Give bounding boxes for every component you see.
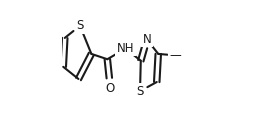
Text: S: S [136,85,144,98]
Text: N: N [142,33,151,46]
Text: NH: NH [117,42,134,55]
Text: —: — [170,49,182,62]
Text: S: S [76,19,84,32]
Text: O: O [106,82,115,95]
